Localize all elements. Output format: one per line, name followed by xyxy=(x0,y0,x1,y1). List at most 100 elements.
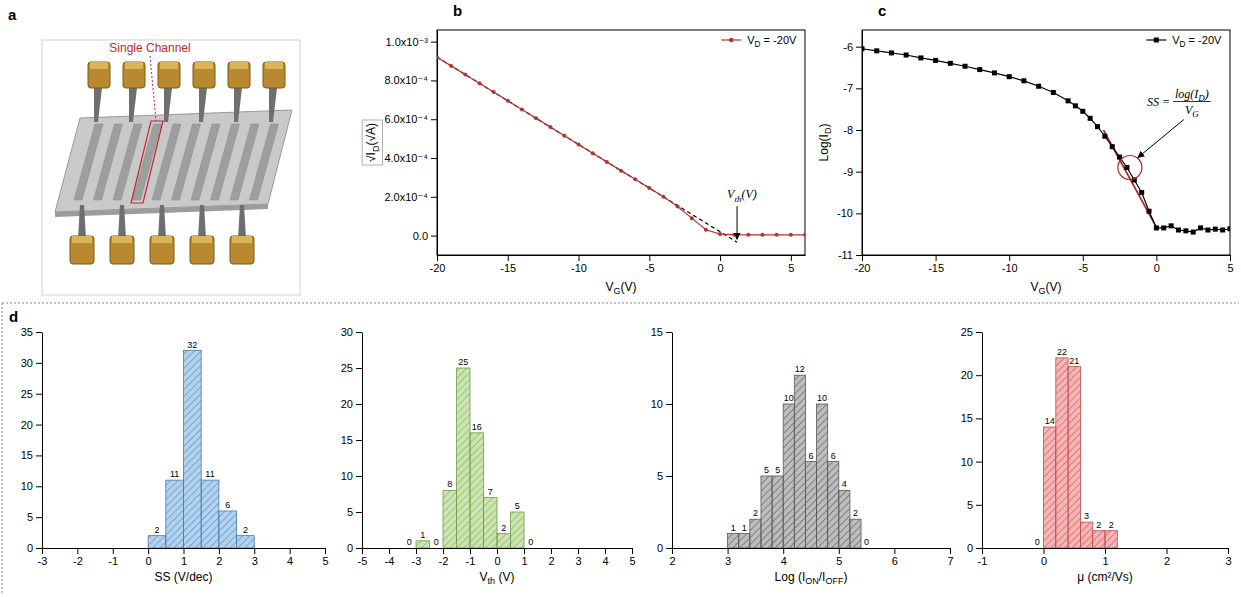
data-label: 3 xyxy=(1084,511,1089,521)
marker xyxy=(506,99,510,103)
data-label: 21 xyxy=(1069,356,1079,366)
tick-label: -11 xyxy=(838,249,853,261)
tick-mark xyxy=(36,394,42,395)
tick-mark xyxy=(666,476,672,477)
tick: 2 xyxy=(669,548,675,567)
tick: 0 xyxy=(967,542,982,554)
tick-mark xyxy=(431,42,437,43)
marker xyxy=(690,216,694,220)
tick-mark xyxy=(254,548,255,554)
tick-label: 25 xyxy=(21,388,33,400)
axis-line xyxy=(438,255,806,256)
tick: -3 xyxy=(412,548,422,567)
tick-mark xyxy=(36,548,42,549)
tick-mark xyxy=(579,255,580,261)
axis-line xyxy=(863,255,1231,256)
tick-mark xyxy=(976,548,982,549)
bar xyxy=(1105,531,1117,548)
bar xyxy=(511,512,525,548)
contact-pad xyxy=(88,62,110,88)
tick-mark xyxy=(431,119,437,120)
callout-line xyxy=(150,56,156,121)
plot-frame xyxy=(862,30,1230,255)
tick: -20 xyxy=(430,255,446,274)
marker xyxy=(1220,228,1225,233)
tick-label: -15 xyxy=(500,262,516,274)
bar xyxy=(817,404,828,548)
tick-mark xyxy=(389,548,390,554)
tick: 25 xyxy=(21,388,42,400)
tick-label: -10 xyxy=(571,262,587,274)
panel-letter: a xyxy=(8,6,17,23)
tick: 5 xyxy=(322,548,328,567)
text-part: (V) xyxy=(741,187,756,201)
tick-label: 2 xyxy=(1164,555,1170,567)
bar xyxy=(403,548,417,549)
tick-label: -4 xyxy=(385,555,395,567)
tick-label: 10 xyxy=(341,470,353,482)
formula-arrow xyxy=(1138,120,1184,158)
tick: 25 xyxy=(961,326,982,338)
data-label: 0 xyxy=(528,537,533,547)
tick-mark xyxy=(666,332,672,333)
marker xyxy=(992,70,997,75)
bar xyxy=(1093,531,1105,548)
marker xyxy=(977,67,982,72)
marker xyxy=(1161,225,1166,230)
marker xyxy=(789,233,793,237)
tick: 0 xyxy=(1154,255,1160,274)
tick-label: -5 xyxy=(645,262,655,274)
tick-mark xyxy=(77,548,78,554)
axis: -10123 xyxy=(978,548,1232,567)
legend: VD = -20V xyxy=(1146,34,1222,49)
contact-pad-top xyxy=(112,236,132,243)
legend: VD = -20V xyxy=(721,34,797,49)
tick-mark xyxy=(1156,255,1157,261)
marker xyxy=(732,233,736,237)
tick-mark xyxy=(1044,548,1045,554)
text-part: SS (V/dec) xyxy=(154,570,212,584)
tick: 20 xyxy=(21,419,42,431)
subscript: ON xyxy=(805,576,819,586)
tick-mark xyxy=(36,425,42,426)
subscript: G xyxy=(1039,286,1046,296)
tick-mark xyxy=(356,404,362,405)
bar xyxy=(166,480,184,548)
contact-pad-top xyxy=(90,62,108,69)
bar xyxy=(761,476,772,548)
tick-mark xyxy=(356,440,362,441)
tick: 0 xyxy=(494,548,500,567)
bar xyxy=(457,368,471,548)
tick: 10 xyxy=(961,456,982,468)
marker xyxy=(605,160,609,164)
bar xyxy=(750,519,761,548)
tick: 0 xyxy=(1041,548,1047,567)
tick-label: -15 xyxy=(928,262,944,274)
callout-label: Single Channel xyxy=(109,41,190,55)
data-label: 2 xyxy=(501,523,506,533)
data-label: 10 xyxy=(817,393,827,403)
tick-label: 25 xyxy=(341,362,353,374)
x-axis-title: Log (ION/IOFF) xyxy=(775,570,848,586)
formula-numerator: log(ID) xyxy=(1175,87,1209,103)
tick-label: 6 xyxy=(892,555,898,567)
tick: -9 xyxy=(843,166,862,178)
data-label: 2 xyxy=(154,525,159,535)
tick-label: -7 xyxy=(843,82,853,94)
data-label: 16 xyxy=(472,422,482,432)
tick-label: -1 xyxy=(978,555,988,567)
tick-label: 5 xyxy=(788,262,794,274)
annotation-arrow xyxy=(737,206,738,239)
tick-mark xyxy=(356,368,362,369)
tick-label: 15 xyxy=(651,326,663,338)
tick: 5 xyxy=(629,548,635,567)
tick: 2 xyxy=(1164,548,1170,567)
marker xyxy=(948,61,953,66)
marker xyxy=(492,90,496,94)
plot-area xyxy=(148,351,254,548)
marker xyxy=(775,233,779,237)
plot-area xyxy=(416,368,524,548)
marker xyxy=(1124,165,1129,170)
tick: 3 xyxy=(575,548,581,567)
tick: 15 xyxy=(341,434,362,446)
